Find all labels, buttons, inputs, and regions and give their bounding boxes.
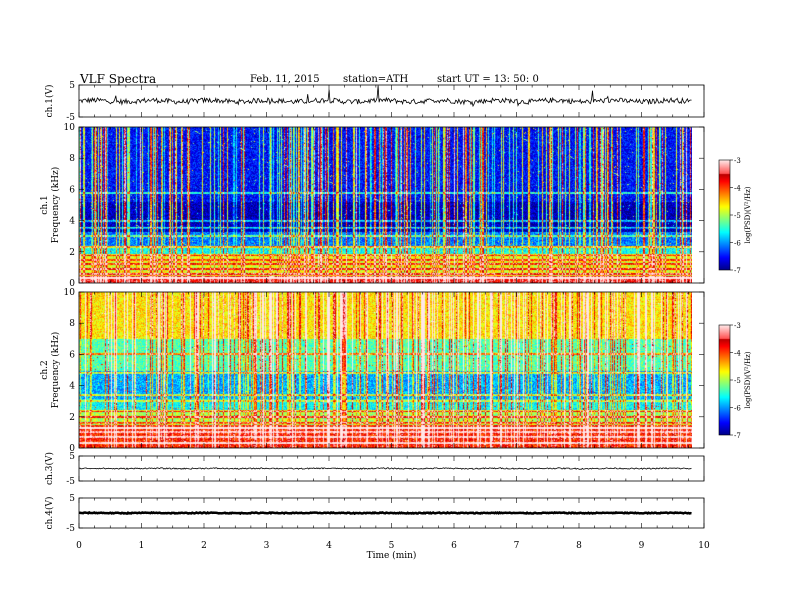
x-tick-label: 1: [139, 541, 145, 551]
ch1-spec-colorbar-tick: -6: [734, 240, 741, 248]
ch4-wave-tick-label: -5: [66, 524, 75, 534]
ch2-spec-tick-label: 0: [69, 444, 75, 454]
x-tick-label: 3: [264, 541, 270, 551]
ch1-wave-trace: [79, 85, 692, 108]
ch1-spec-tick-label: 4: [69, 217, 75, 227]
ch2-spec-tick-label: 10: [64, 288, 76, 298]
ch1-spec-tick-label: 2: [69, 248, 75, 258]
ch2-spec-colorbar-label: log(PSD)(V²/Hz): [744, 351, 752, 408]
ch2-spec-ylabel-freq: Frequency (kHz): [50, 332, 61, 409]
ch3-wave-tick-label: -5: [66, 477, 75, 487]
ch1-spec-colorbar: [719, 160, 730, 270]
ch1-spec-tick-label: 8: [69, 154, 75, 164]
x-tick-label: 6: [451, 541, 457, 551]
ch3-wave-ylabel: ch.3(V): [44, 452, 55, 485]
ch1-wave-ylabel: ch.1(V): [44, 85, 55, 118]
ch2-spec-tick-label: 6: [69, 350, 75, 360]
x-tick-label: 10: [698, 541, 710, 551]
x-tick-label: 7: [514, 541, 520, 551]
x-tick-label: 4: [326, 541, 332, 551]
ch2-spec-heatmap: [79, 292, 692, 448]
x-axis-label: Time (min): [367, 550, 417, 561]
ch1-spec-tick-label: 10: [64, 123, 76, 133]
ch1-spec-tick-label: 0: [69, 279, 75, 289]
ch1-spec-tick-label: 6: [69, 185, 75, 195]
ch1-spec-colorbar-tick: -4: [734, 185, 741, 193]
ch4-wave-trace: [78, 510, 692, 516]
ch2-spec-tick-label: 4: [69, 382, 75, 392]
ch1-wave-tick-label: -5: [66, 113, 75, 123]
ch3-wave-tick-label: 5: [69, 452, 75, 462]
ch2-spec-tick-label: 8: [69, 319, 75, 329]
ch2-spec-colorbar-tick: -4: [734, 350, 741, 358]
x-tick-label: 9: [639, 541, 645, 551]
ch1-spec-ylabel-freq: Frequency (kHz): [50, 167, 61, 244]
x-tick-label: 5: [389, 541, 395, 551]
ch3-wave-trace: [78, 467, 692, 470]
ch2-spec-colorbar-tick: -5: [734, 377, 741, 385]
ch1-spec-colorbar-tick: -3: [734, 157, 741, 165]
ch2-spec-ylabel: ch.2: [40, 360, 50, 379]
ch1-spec-colorbar-tick: -5: [734, 212, 741, 220]
date-label: Feb. 11, 2015: [250, 74, 320, 85]
ch1-wave-tick-label: 5: [69, 81, 75, 91]
ch2-spec-colorbar: [719, 325, 730, 435]
figure-title: VLF Spectra: [80, 72, 157, 86]
ch4-wave-ylabel: ch.4(V): [44, 497, 55, 530]
ch1-spec-colorbar-tick: -7: [734, 267, 741, 275]
start-time-label: start UT = 13: 50: 0: [437, 74, 539, 85]
ch2-spec-colorbar-tick: -3: [734, 322, 741, 330]
ch1-spec-heatmap: [79, 127, 692, 283]
x-tick-label: 0: [76, 541, 82, 551]
x-tick-label: 8: [576, 541, 582, 551]
ch1-spec-colorbar-label: log(PSD)(V²/Hz): [744, 186, 752, 243]
ch1-spec-ylabel: ch.1: [40, 195, 50, 214]
ch2-spec-tick-label: 2: [69, 413, 75, 423]
ch2-spec-colorbar-tick: -6: [734, 405, 741, 413]
ch4-wave-tick-label: 5: [69, 494, 75, 504]
x-tick-label: 2: [201, 541, 207, 551]
ch2-spec-colorbar-tick: -7: [734, 432, 741, 440]
station-label: station=ATH: [343, 74, 409, 85]
